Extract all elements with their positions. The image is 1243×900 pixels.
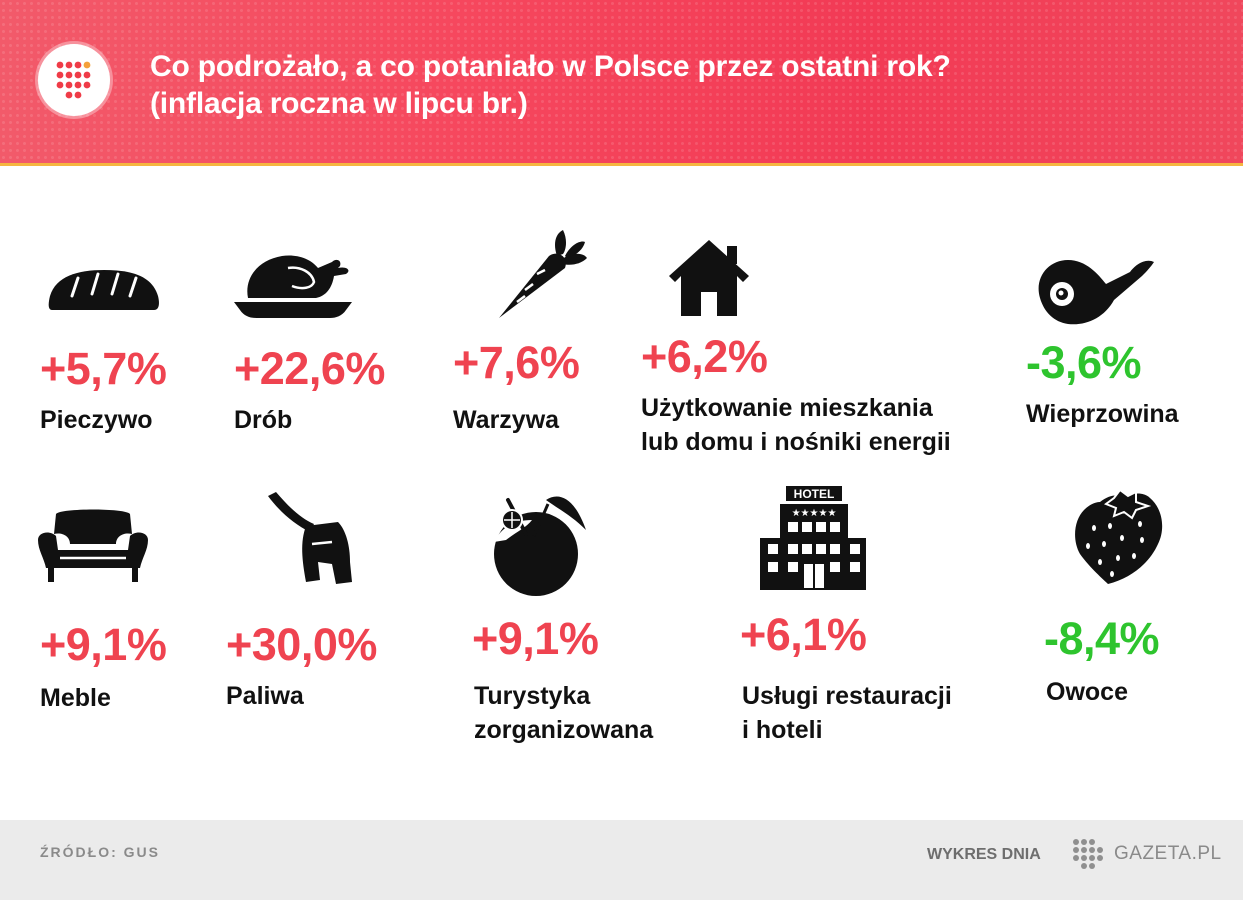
armchair-icon [38, 509, 148, 582]
value-warzywa: +7,6% [453, 337, 580, 388]
value-meble: +9,1% [40, 619, 167, 670]
value-drob: +22,6% [234, 343, 385, 394]
title-line-2: (inflacja roczna w lipcu br.) [150, 87, 528, 120]
label-meble: Meble [40, 684, 111, 712]
wykres-dnia-label: WYKRES DNIA [927, 846, 1041, 863]
gazeta-brand-label: GAZETA.PL [1114, 843, 1222, 864]
header-banner: Co podrożało, a co potaniało w Polsce pr… [0, 0, 1243, 166]
label-warzywa: Warzywa [453, 406, 560, 434]
value-owoce: -8,4% [1044, 613, 1160, 664]
title-line-1: Co podrożało, a co potaniało w Polsce pr… [150, 50, 951, 83]
gazeta-brand-dots-icon [1073, 839, 1103, 869]
house-icon [669, 240, 749, 316]
gazeta-logo-badge [38, 44, 110, 116]
label-pieczywo: Pieczywo [40, 406, 153, 434]
source-note: ŹRÓDŁO: GUS [40, 844, 160, 860]
label-wieprzowina: Wieprzowina [1026, 400, 1179, 428]
label-turystyka-line1: Turystyka [474, 682, 591, 710]
bread-icon [48, 270, 159, 310]
strawberry-icon [1075, 488, 1163, 584]
value-uzytkowanie-mieszkania: +6,2% [641, 331, 768, 382]
value-uslugi-restauracji: +6,1% [740, 609, 867, 660]
label-uslugi-line1: Usługi restauracji [742, 682, 952, 710]
carrot-icon [499, 230, 587, 318]
label-uslugi-line2: i hoteli [742, 716, 823, 744]
label-drob: Drób [234, 406, 293, 434]
svg-text:★★★★★: ★★★★★ [792, 508, 837, 519]
label-turystyka-line2: zorganizowana [474, 716, 654, 744]
hotel-icon: HOTEL ★★★★★ [760, 486, 866, 590]
coconut-drink-icon [494, 496, 586, 596]
roast-chicken-icon [234, 255, 352, 318]
page-title: Co podrożało, a co potaniało w Polsce pr… [150, 48, 951, 122]
value-paliwa: +30,0% [226, 619, 377, 670]
value-turystyka: +9,1% [472, 613, 599, 664]
gazeta-dots-logo-icon [56, 61, 91, 99]
label-paliwa: Paliwa [226, 682, 304, 710]
fuel-nozzle-icon [268, 492, 352, 584]
label-owoce: Owoce [1046, 678, 1128, 706]
ham-icon [1038, 260, 1154, 325]
hotel-sign-text: HOTEL [794, 487, 835, 501]
label-uzytkowanie-line2: lub domu i nośniki energii [641, 428, 951, 456]
value-wieprzowina: -3,6% [1026, 337, 1142, 388]
label-uzytkowanie-line1: Użytkowanie mieszkania [641, 394, 933, 422]
footer: ŹRÓDŁO: GUS WYKRES DNIA GAZETA.PL [0, 820, 1243, 900]
value-pieczywo: +5,7% [40, 343, 167, 394]
